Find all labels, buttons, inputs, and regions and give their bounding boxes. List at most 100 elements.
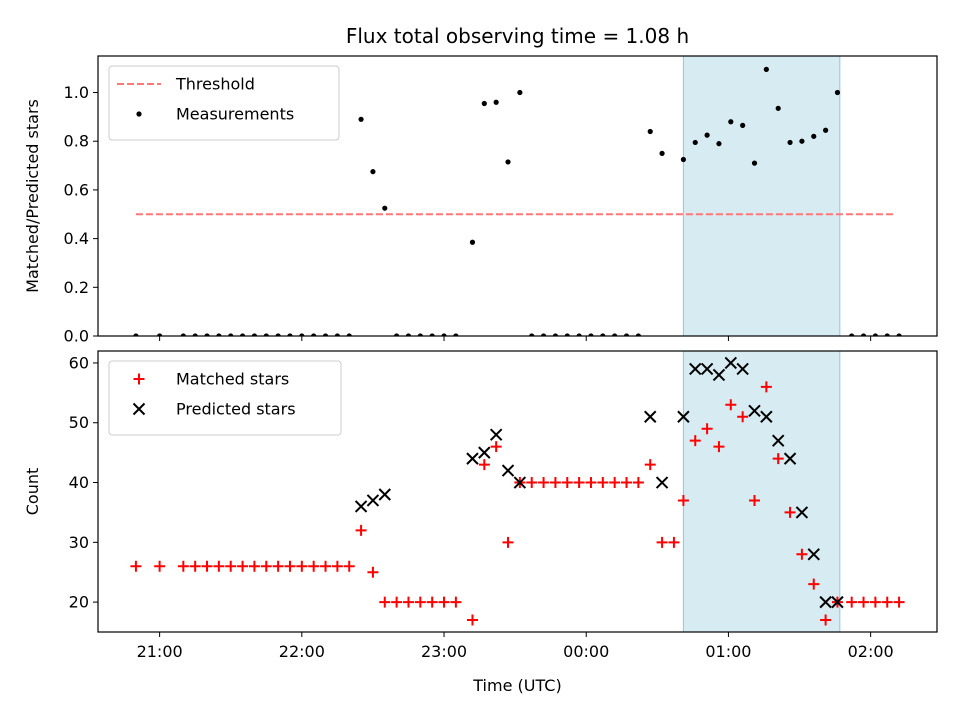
data-point: [213, 560, 225, 572]
data-point: [346, 333, 352, 336]
legend-marker: [132, 402, 146, 416]
data-point: [588, 333, 594, 336]
y-tick-label: 30: [69, 533, 89, 552]
data-point: [849, 333, 855, 336]
data-point: [600, 333, 606, 336]
data-point: [585, 477, 597, 489]
data-point: [331, 560, 343, 572]
data-point: [358, 116, 364, 122]
data-point: [771, 434, 785, 447]
data-point: [655, 476, 669, 489]
data-point: [689, 435, 701, 447]
data-point: [366, 494, 380, 507]
data-point: [154, 560, 166, 572]
data-point: [513, 476, 527, 489]
legend-box: [108, 65, 340, 141]
data-point: [740, 122, 746, 128]
data-point: [748, 404, 761, 417]
data-point: [450, 596, 462, 608]
data-point: [189, 560, 201, 572]
data-point: [526, 477, 538, 489]
data-point: [689, 362, 702, 376]
data-point: [819, 595, 832, 609]
data-point: [466, 614, 478, 626]
data-point: [438, 596, 450, 608]
data-point: [490, 441, 502, 453]
y-axis-label: Count: [23, 468, 42, 516]
highlight-span: [682, 56, 841, 336]
data-point: [355, 524, 367, 536]
data-point: [644, 459, 656, 471]
data-point: [177, 560, 189, 572]
data-point: [609, 477, 621, 489]
data-point: [728, 119, 734, 125]
data-point: [612, 333, 618, 336]
data-point: [872, 333, 878, 336]
data-point: [251, 333, 258, 336]
series-measurements: [133, 66, 902, 336]
data-point: [736, 362, 749, 376]
data-point: [192, 333, 198, 336]
data-point: [308, 560, 320, 572]
data-point: [716, 141, 722, 147]
data-point: [834, 89, 841, 96]
data-point: [394, 333, 400, 336]
data-point: [751, 160, 758, 166]
x-axis-label: Time (UTC): [472, 676, 561, 695]
y-tick-label: 0.6: [64, 180, 89, 199]
data-point: [576, 333, 582, 336]
data-point: [820, 614, 832, 626]
x-tick-label: 01:00: [705, 642, 751, 661]
data-point: [311, 333, 317, 336]
data-point: [370, 169, 376, 175]
data-point: [712, 368, 726, 382]
data-point: [216, 333, 222, 336]
data-point: [201, 560, 213, 572]
data-point: [391, 596, 403, 608]
x-tick-label: 02:00: [848, 642, 894, 661]
data-point: [783, 452, 797, 465]
axes-frame: [97, 55, 938, 337]
y-tick-label: 0.0: [64, 327, 89, 346]
data-point: [320, 560, 332, 572]
data-point: [644, 410, 657, 423]
data-point: [287, 333, 293, 336]
series-predicted-stars: [354, 356, 844, 609]
data-point: [402, 596, 414, 608]
data-point: [469, 239, 476, 245]
data-point: [501, 464, 515, 477]
plot-area-1: [133, 56, 902, 336]
data-point: [700, 362, 714, 376]
data-point: [180, 333, 186, 336]
data-point: [248, 560, 260, 572]
data-point: [784, 506, 796, 518]
panel-1: 0.0 0.2 0.4 0.6 0.8 1.0 Matched/Predicted star…: [23, 55, 938, 346]
data-point: [737, 411, 749, 423]
data-point: [831, 595, 844, 609]
data-point: [796, 548, 808, 560]
data-point: [760, 410, 773, 423]
series-matched-stars: [130, 381, 905, 626]
data-point: [378, 488, 391, 501]
data-point: [343, 560, 355, 572]
data-point: [795, 506, 809, 519]
data-point: [659, 150, 665, 156]
data-point: [284, 560, 296, 572]
data-point: [772, 453, 784, 465]
legend: Matched stars Predicted stars: [108, 360, 342, 436]
data-point: [632, 477, 644, 489]
x-tick-label: 22:00: [279, 642, 325, 661]
data-point: [807, 548, 820, 561]
legend-label: Predicted stars: [176, 400, 296, 419]
data-point: [621, 477, 633, 489]
data-point: [405, 333, 412, 336]
data-point: [466, 452, 479, 465]
legend-box: [108, 360, 342, 436]
data-point: [564, 333, 570, 336]
data-point: [775, 105, 781, 111]
data-point: [668, 536, 680, 548]
data-point: [724, 356, 738, 370]
data-point: [623, 333, 630, 336]
data-point: [704, 132, 710, 138]
